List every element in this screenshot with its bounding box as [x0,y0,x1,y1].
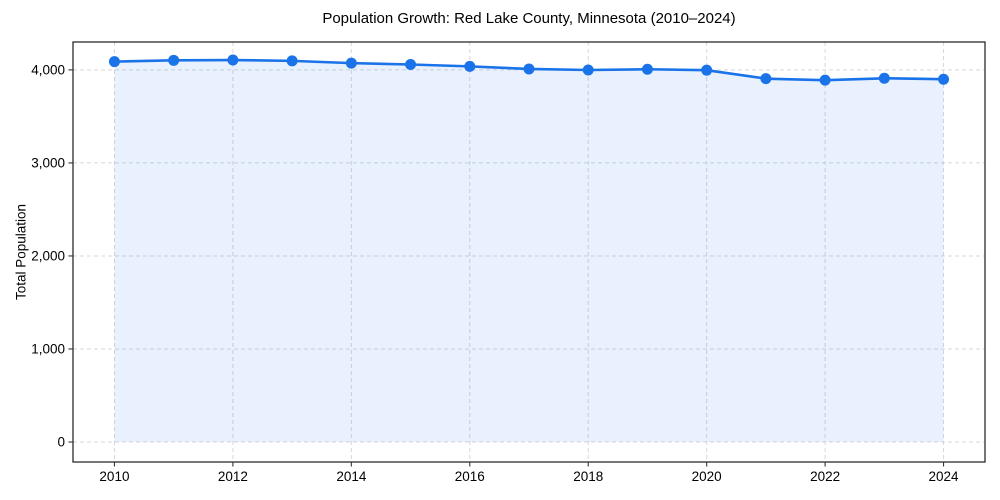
data-point [227,54,239,66]
data-point [701,64,713,76]
data-point [523,63,535,75]
data-point [168,54,180,66]
data-point [878,72,890,84]
y-tick-label: 4,000 [31,62,65,77]
data-point [405,59,417,71]
x-tick-label: 2012 [218,469,248,484]
x-tick-label: 2022 [810,469,840,484]
data-point [760,73,772,85]
data-point [345,57,357,69]
data-point [582,64,594,76]
x-tick-label: 2014 [336,469,367,484]
y-tick-label: 1,000 [31,341,65,356]
plot-border [72,41,986,463]
y-tick-label: 3,000 [31,155,65,170]
x-tick-label: 2016 [455,469,485,484]
data-point [286,55,298,67]
x-tick-label: 2020 [692,469,722,484]
x-tick-label: 2010 [99,469,129,484]
x-tick-label: 2024 [929,469,960,484]
data-point [464,60,476,72]
chart-title: Population Growth: Red Lake County, Minn… [322,10,736,27]
data-point [819,74,831,86]
y-tick-label: 0 [57,435,65,450]
data-point [108,56,120,68]
data-point [641,63,653,75]
data-point [938,73,950,85]
area-fill [114,60,944,443]
y-tick-label: 2,000 [31,248,65,263]
x-tick-label: 2018 [573,469,603,484]
